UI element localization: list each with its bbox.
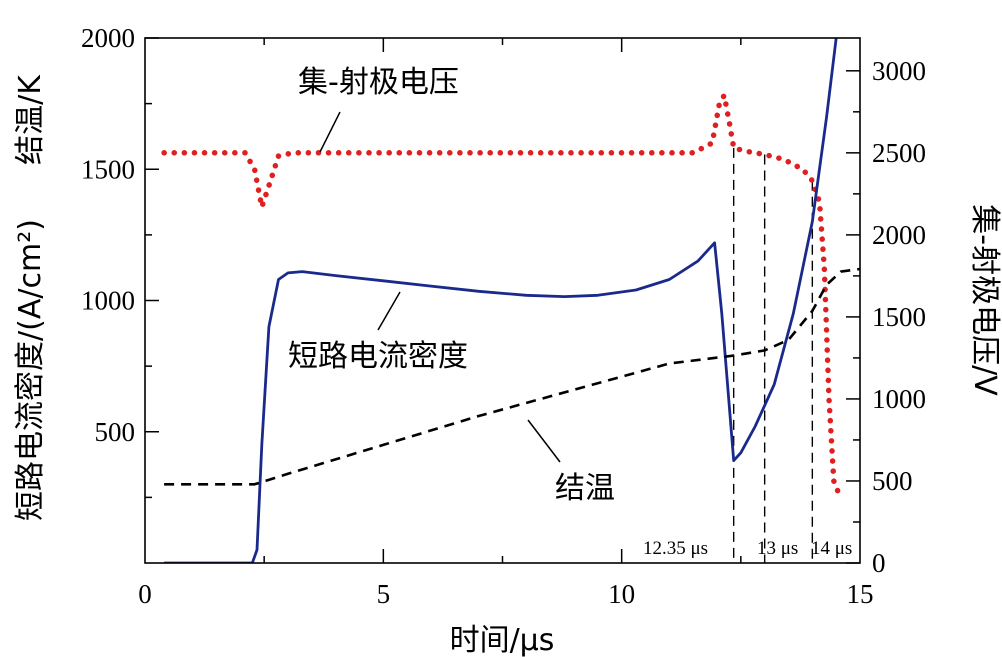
series-voltage — [161, 92, 844, 502]
x-axis-label: 时间/μs — [450, 623, 555, 657]
y-right-tick-label: 2500 — [872, 138, 926, 168]
label-leaders — [319, 111, 561, 463]
y-left-tick-label: 1000 — [81, 286, 135, 316]
x-tick-label: 15 — [847, 579, 874, 609]
axis-ticks: 0 5 10 15 500 1000 1500 2000 0 500 1000 1500 2000 250… — [81, 23, 926, 609]
y-left-tick-label: 1500 — [81, 154, 135, 184]
leader-current — [377, 291, 401, 331]
series-current-density — [164, 38, 838, 563]
y-right-tick-label: 1000 — [872, 384, 926, 414]
label-voltage: 集-射极电压 — [298, 65, 459, 100]
y-right-tick-label: 3000 — [872, 56, 926, 86]
y-right-tick-label: 2000 — [872, 220, 926, 250]
annotation-12-35: 12.35 μs — [643, 538, 708, 559]
annotation-14: 14 μs — [811, 538, 852, 559]
series-junction-temp — [164, 267, 860, 486]
y-right-axis-label: 集-射极电压/V — [967, 204, 1002, 396]
y-left-axis-label: 短路电流密度/(A/cm²) — [13, 219, 48, 521]
y-left-tick-label: 2000 — [81, 23, 135, 53]
y-right-tick-label: 0 — [872, 548, 886, 578]
annotation-13: 13 μs — [757, 538, 798, 559]
x-tick-label: 0 — [138, 579, 152, 609]
x-tick-label: 10 — [608, 579, 635, 609]
label-current: 短路电流密度 — [288, 339, 468, 374]
y-right-tick-label: 1500 — [872, 302, 926, 332]
leader-voltage — [319, 111, 341, 153]
y-left-tick-label: 500 — [95, 417, 136, 447]
y-left-axis-label-2: 结温/K — [13, 74, 48, 165]
label-temp: 结温 — [555, 471, 615, 506]
x-tick-label: 5 — [377, 579, 391, 609]
leader-temp — [527, 419, 561, 463]
series-layer — [161, 38, 860, 563]
vertical-markers — [732, 147, 814, 563]
y-right-tick-label: 500 — [872, 466, 913, 496]
